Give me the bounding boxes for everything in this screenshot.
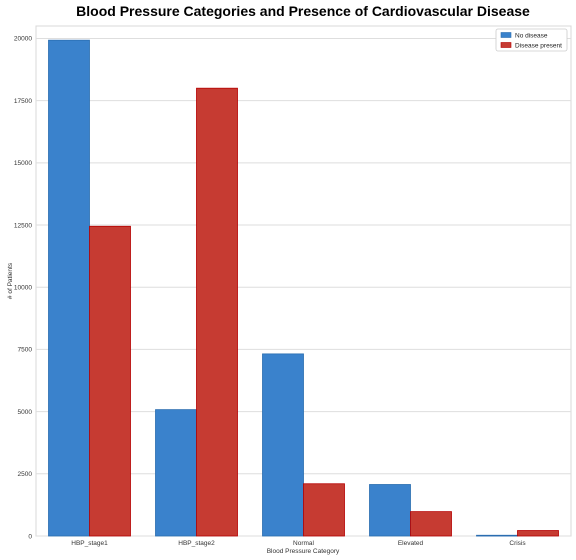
- bar-disease-present-hbp-stage1: [89, 225, 131, 537]
- bar-no-disease-elevated: [369, 484, 411, 537]
- legend-entry: Disease present: [515, 42, 562, 49]
- y-tick-labels: 0 2500 5000 7500 10000 12500 15000 17500 20000: [14, 36, 32, 541]
- y-tick-label: 20000: [14, 36, 32, 43]
- x-axis-label: Blood Pressure Category: [267, 548, 340, 555]
- y-tick-label: 15000: [14, 160, 32, 167]
- legend-box: [495, 28, 568, 52]
- bars: [48, 39, 559, 537]
- bar-disease-present-normal: [303, 483, 345, 537]
- legend-entry: No disease: [515, 32, 548, 39]
- x-tick-labels: HBP_stage1 HBP_stage2 Normal Elevated Crisis: [71, 540, 526, 547]
- legend-swatch-no-disease: [500, 32, 512, 38]
- x-tick-label: Normal: [293, 540, 315, 547]
- x-tick-label: HBP_stage1: [71, 540, 108, 547]
- y-tick-label: 0: [28, 533, 32, 540]
- bar-disease-present-crisis: [517, 530, 559, 537]
- bar-disease-present-hbp-stage2: [196, 87, 238, 537]
- y-tick-label: 10000: [14, 285, 32, 292]
- chart-title: Blood Pressure Categories and Presence o…: [76, 3, 530, 19]
- y-tick-label: 7500: [18, 347, 33, 354]
- x-tick-label: Elevated: [398, 540, 424, 547]
- y-tick-label: 17500: [14, 98, 32, 105]
- y-tick-label: 12500: [14, 222, 32, 229]
- bar-no-disease-crisis: [476, 534, 518, 537]
- y-tick-label: 2500: [18, 471, 33, 478]
- bar-disease-present-elevated: [410, 511, 452, 537]
- bar-no-disease-hbp-stage1: [48, 39, 90, 537]
- legend: No disease Disease present: [495, 28, 568, 52]
- bar-no-disease-normal: [262, 353, 304, 537]
- y-axis-label: # of Patients: [7, 262, 14, 299]
- legend-swatch-disease-present: [500, 42, 512, 48]
- x-tick-label: HBP_stage2: [178, 540, 215, 547]
- bar-no-disease-hbp-stage2: [155, 409, 197, 537]
- y-tick-label: 5000: [18, 409, 33, 416]
- x-tick-label: Crisis: [509, 540, 526, 547]
